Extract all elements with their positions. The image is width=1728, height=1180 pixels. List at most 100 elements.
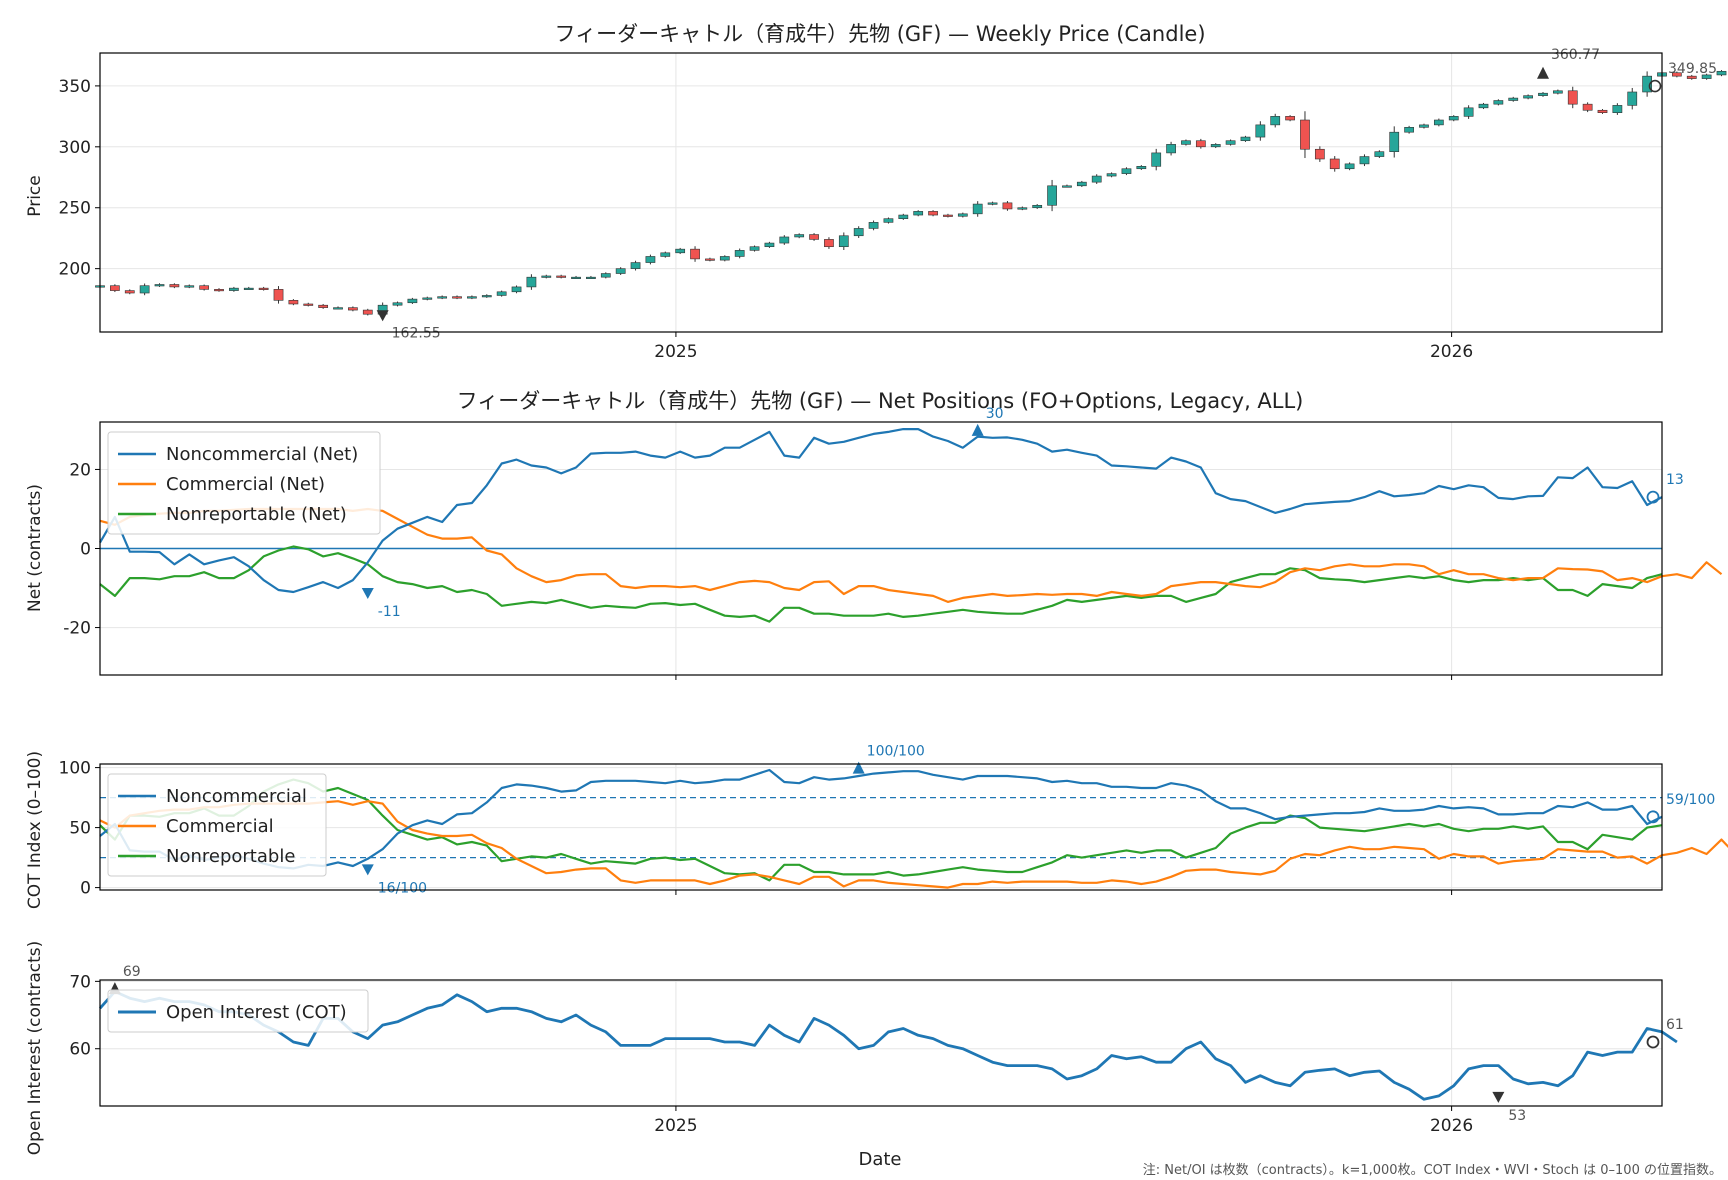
candle-body: [586, 276, 596, 279]
max-marker: [852, 761, 865, 774]
candle-body: [1582, 103, 1593, 111]
last-marker: [1646, 810, 1660, 824]
oi-grid: [100, 980, 1662, 1106]
legend-label-oi: Open Interest (COT): [166, 1002, 347, 1023]
candle-body: [1374, 151, 1385, 157]
candle-body: [184, 285, 195, 288]
candle-body: [794, 234, 805, 238]
cot-axes-frame: [99, 763, 1663, 891]
candle-body: [809, 234, 819, 240]
cot-annotations: 16/100 100/100 59/100: [361, 744, 1715, 896]
candle-body: [362, 309, 373, 315]
legend-label-nonrep: Nonreportable (Net): [166, 504, 347, 525]
candle-body: [110, 285, 120, 291]
last-label: 349.85: [1668, 61, 1717, 77]
legend-label-noncomm: Noncommercial (Net): [166, 444, 358, 465]
net-x-ticks: [675, 675, 1453, 680]
candle-body: [511, 286, 522, 293]
candle-body: [1062, 185, 1072, 188]
max-label: 360.77: [1551, 47, 1600, 63]
candle-body: [1389, 131, 1400, 152]
candle-body: [853, 228, 864, 237]
candle-body: [749, 246, 760, 251]
oi-y-ticks: 60 70: [69, 972, 100, 1060]
candle-body: [1166, 144, 1176, 154]
candle-body: [1463, 107, 1474, 117]
cot-grid: [100, 764, 1662, 890]
candle-body: [1314, 148, 1325, 160]
candle-body: [913, 211, 924, 216]
candle-body: [348, 307, 358, 311]
candle-body: [1151, 152, 1162, 167]
price-chart-title: フィーダーキャトル（育成牛）先物 (GF) — Weekly Price (Ca…: [554, 22, 1205, 46]
comm-series-line: [99, 800, 1728, 889]
open-interest-panel: Open Interest (contracts) 69 53 61 60 70 20…: [25, 941, 1684, 1170]
candle-body: [838, 235, 849, 248]
legend-box: [107, 431, 381, 535]
candle-body: [1478, 103, 1489, 109]
max-marker: [971, 423, 984, 436]
last-marker: [1648, 79, 1662, 93]
candle-body: [1076, 181, 1087, 187]
candle-body: [258, 287, 269, 290]
legend-label-noncomm: Noncommercial: [166, 786, 307, 807]
y-tick-label: 350: [59, 77, 91, 97]
candle-body: [734, 250, 745, 257]
price-annotations: 162.55 360.77 349.85: [376, 47, 1717, 341]
candle-body: [1433, 119, 1444, 126]
candle-body: [719, 256, 730, 261]
candle-body: [1032, 204, 1043, 209]
min-label: 162.55: [392, 325, 441, 341]
candle-body: [957, 213, 968, 217]
candle-body: [1642, 75, 1652, 93]
min-marker: [361, 587, 374, 599]
legend-label-nonrep: Nonreportable: [166, 846, 295, 867]
last-label: 13: [1666, 472, 1684, 488]
min-label: 53: [1508, 1108, 1526, 1124]
cot-y-axis-label: COT Index (0–100): [25, 751, 45, 909]
candle-body: [124, 290, 135, 294]
candle-body: [1419, 124, 1429, 128]
last-label: 61: [1666, 1017, 1684, 1033]
candle-body: [824, 239, 834, 248]
price-axes-frame: [99, 52, 1663, 333]
candle-body: [705, 258, 715, 261]
oi-legend: Open Interest (COT): [107, 989, 369, 1033]
x-tick-label: 2025: [654, 342, 697, 362]
net-y-ticks: -20 0 20: [63, 460, 100, 639]
y-tick-label: 60: [69, 1040, 91, 1060]
candle-body: [1091, 175, 1102, 183]
candle-body: [243, 287, 254, 290]
y-tick-label: 100: [59, 759, 91, 779]
y-tick-label: 50: [69, 819, 91, 839]
legend-box: [107, 989, 369, 1033]
cot-index-panel: COT Index (0–100) 16/100 100/100 59/100 0 5…: [25, 744, 1728, 909]
candle-body: [630, 262, 641, 269]
candle-body: [1002, 202, 1013, 210]
candle-body: [987, 202, 998, 205]
candle-body: [1508, 97, 1519, 101]
max-marker: [1536, 66, 1549, 79]
candle-body: [571, 276, 581, 279]
candle-body: [1448, 116, 1459, 121]
x-tick-label: 2025: [654, 1116, 697, 1136]
net-positions-panel: フィーダーキャトル（育成牛）先物 (GF) — Net Positions (F…: [25, 389, 1723, 680]
last-label: 59/100: [1666, 792, 1715, 808]
candle-body: [214, 289, 224, 292]
candle-body: [868, 222, 879, 229]
candle-body: [556, 275, 567, 278]
candle-body: [481, 295, 492, 298]
candle-body: [154, 284, 165, 287]
footnote: 注: Net/OI は枚数（contracts）。k=1,000枚。COT In…: [1143, 1163, 1722, 1178]
y-tick-label: 300: [59, 138, 91, 158]
oi-lines: [98, 990, 1678, 1101]
candle-body: [1225, 140, 1236, 145]
candle-body: [1404, 127, 1414, 133]
candle-body: [273, 289, 284, 301]
y-tick-label: 200: [59, 260, 91, 280]
y-tick-label: 250: [59, 199, 91, 219]
y-tick-label: 20: [69, 460, 91, 480]
candle-body: [333, 307, 343, 310]
oi-y-axis-label: Open Interest (contracts): [25, 941, 45, 1155]
candle-body: [392, 302, 403, 306]
